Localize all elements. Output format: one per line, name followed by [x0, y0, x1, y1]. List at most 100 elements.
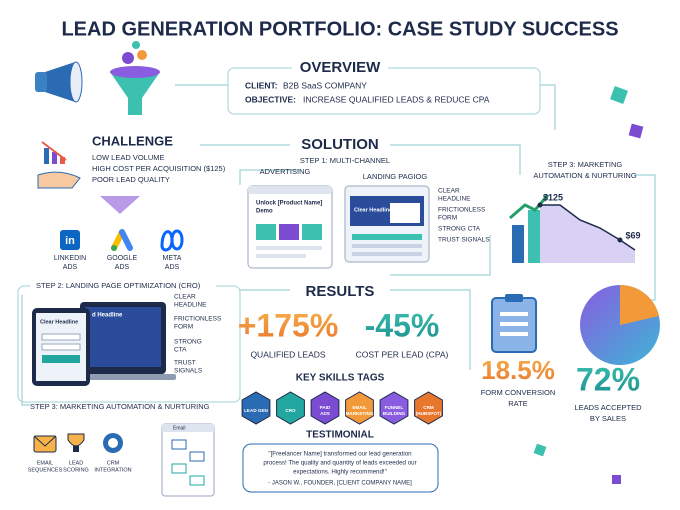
- metric-label: COST PER LEAD (CPA): [356, 349, 449, 359]
- skill-tag-label: MARKETING: [346, 411, 374, 416]
- callout: FORM: [438, 215, 457, 222]
- step2-heading-bg: [30, 279, 216, 293]
- callout: HEADLINE: [438, 196, 471, 203]
- metric-value: 72%: [576, 361, 640, 397]
- objective: INCREASE QUALIFIED LEADS & REDUCE CPA: [303, 94, 490, 104]
- channel-label: LINKEDIN: [54, 255, 86, 262]
- skill-tag-label: CRM: [423, 405, 434, 410]
- callout: TRUST: [174, 360, 196, 367]
- clipboard-icon: [491, 294, 537, 353]
- step2-heading: STEP 2: LANDING PAGE OPTIMIZATION (CRO): [36, 281, 201, 290]
- step3-heading: STEP 3: MARKETING AUTOMATION & NURTURING: [30, 402, 210, 411]
- testimonial-heading: TESTIMONIAL: [306, 430, 374, 441]
- landing-label: LANDING PAGIOG: [363, 172, 428, 181]
- step3-icons: [33, 433, 123, 453]
- metric-value: 18.5%: [481, 355, 555, 385]
- step3-right: AUTOMATION & NURTURING: [533, 171, 637, 180]
- quote-line: "[Freelancer Name] transformed our lead …: [268, 451, 412, 458]
- testimonial-box: [242, 443, 439, 493]
- skill-tag-label: ADS: [320, 411, 330, 416]
- skill-tag-label: CRO: [285, 408, 296, 413]
- skill-tag: [241, 391, 271, 425]
- metric-label: FORM CONVERSION: [481, 388, 556, 397]
- objective-label: OBJECTIVE:: [245, 94, 296, 104]
- skill-tag: [379, 391, 409, 425]
- cro-mock-text: d Headline: [92, 313, 123, 319]
- challenge-item: POOR LEAD QUALITY: [92, 175, 170, 184]
- callout: CLEAR: [438, 188, 460, 195]
- step3-icon-label: INTEGRATION: [94, 467, 131, 473]
- results-heading-bg: [292, 284, 388, 300]
- channel-label: GOOGLE: [107, 255, 138, 262]
- overview-heading: OVERVIEW: [300, 59, 381, 76]
- client-label: CLIENT:: [245, 80, 278, 90]
- linkedin-logo-text: in: [65, 235, 75, 247]
- skill-tag: [310, 391, 340, 425]
- skill-tag-label: PAID: [320, 405, 331, 410]
- callout: STRONG: [174, 339, 202, 346]
- callout: FRICTIONLESS: [438, 207, 486, 214]
- callout: TRUST SIGNALS: [438, 237, 490, 244]
- channel-label: ADS: [165, 264, 180, 271]
- email-mock-text: Email: [173, 425, 186, 431]
- cpa-graphic: [509, 194, 636, 263]
- callout: HEADLINE: [174, 302, 207, 309]
- skills-heading: KEY SKILLS TAGS: [296, 373, 385, 384]
- challenge-heading: CHALLENGE: [92, 133, 173, 148]
- channel-label: META: [163, 255, 182, 262]
- hero-icons: [35, 41, 644, 484]
- channel-label: ADS: [63, 264, 78, 271]
- challenge-icon: [37, 141, 81, 189]
- callout: FORM: [174, 324, 193, 331]
- ad-mock-text: Demo: [256, 209, 273, 215]
- step3-icon-label: LEAD: [69, 460, 83, 466]
- callout: CLEAR: [174, 294, 196, 301]
- callout: CTA: [174, 347, 187, 354]
- skill-tag-label: EMAIL: [352, 405, 366, 410]
- skill-tag: [276, 391, 305, 425]
- linkedin-logo: [60, 230, 80, 250]
- skill-tag-label: (HUBSPOT): [416, 411, 442, 416]
- title: LEAD GENERATION PORTFOLIO: CASE STUDY SU…: [61, 18, 618, 40]
- results-heading: RESULTS: [306, 283, 375, 300]
- challenge-item: LOW LEAD VOLUME: [92, 153, 165, 162]
- quote-author: - JASON W., FOUNDER, [CLIENT COMPANY NAM…: [268, 481, 412, 487]
- pie-icon: [580, 285, 660, 365]
- solution-heading: SOLUTION: [301, 136, 379, 153]
- cpa-label: $125: [543, 192, 563, 202]
- step3-icon-label: EMAIL: [37, 460, 54, 466]
- step3-icon-label: CRM: [107, 460, 120, 466]
- skill-tag: [345, 391, 374, 425]
- quote-line: process! The quality and quantity of lea…: [263, 460, 416, 467]
- ad-mock: [247, 185, 333, 269]
- arrow: [100, 196, 140, 214]
- skill-tag: [414, 391, 443, 425]
- step1: ADVERTISING: [260, 167, 311, 176]
- metric-value: +175%: [238, 307, 339, 343]
- landing-mock: [344, 185, 430, 263]
- callout: STRONG CTA: [438, 226, 481, 233]
- step3-right: STEP 3: MARKETING: [548, 160, 623, 169]
- ad-mock-text: Unlock [Product Name]: [256, 201, 322, 207]
- step1: STEP 1: MULTI-CHANNEL: [300, 156, 390, 165]
- metric-label: BY SALES: [590, 414, 626, 423]
- metric-label: LEADS ACCEPTED: [574, 403, 642, 412]
- metric-value: -45%: [365, 307, 440, 343]
- skill-tag-label: FUNNEL: [385, 405, 404, 410]
- landing-mock-text: Clear Headline: [354, 207, 392, 213]
- cro-mock-text: Clear Headline: [40, 319, 78, 325]
- google-ads-logo: [111, 229, 133, 251]
- callout: FRICTIONLESS: [174, 316, 222, 323]
- skill-tag-label: LEAD GEN: [244, 408, 268, 413]
- skill-tag-label: BUILDING: [383, 411, 406, 416]
- cpa-label: $69: [625, 230, 640, 240]
- metric-label: QUALIFIED LEADS: [250, 349, 325, 359]
- channel-label: ADS: [115, 264, 130, 271]
- email-mock: [161, 423, 215, 497]
- solution-heading-bg: [292, 137, 388, 153]
- cro-mock: [32, 302, 176, 386]
- challenge-item: HIGH COST PER ACQUISITION ($125): [92, 164, 226, 173]
- meta-logo: [160, 229, 184, 252]
